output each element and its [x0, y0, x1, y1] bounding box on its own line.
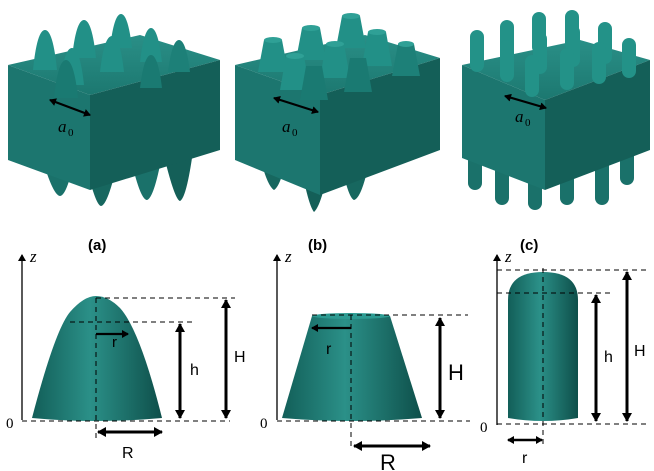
lattice-sub-a: 0 [68, 127, 74, 139]
label-h-a: h [190, 362, 199, 379]
label-R-b: R [380, 450, 396, 471]
axis-z-a: z [29, 247, 37, 266]
lattice-sub-b: 0 [292, 127, 298, 139]
lattice-label-c: a [515, 107, 524, 126]
origin-c: 0 [480, 420, 488, 436]
origin-b: 0 [260, 416, 268, 432]
axis-z-b: z [284, 247, 292, 266]
lattice-label-b: a [282, 117, 291, 136]
axis-z-c: z [504, 247, 512, 266]
panel-c-profile: (c) z 0 h H r [480, 237, 650, 467]
lattice-label-a: a [58, 117, 67, 136]
label-r-b: r [326, 341, 332, 358]
panel-tag-b: (b) [308, 237, 327, 254]
label-H-c: H [634, 343, 646, 360]
block-b-truncated-conical: a 0 [235, 13, 440, 212]
panel-tag-a: (a) [88, 237, 106, 254]
label-r-a: r [112, 334, 117, 351]
label-r-c: r [522, 450, 528, 467]
block-a-conical: a 0 [8, 14, 220, 206]
label-h-c: h [604, 349, 613, 366]
panel-b-profile: (b) z 0 r H R [260, 237, 470, 471]
lattice-sub-c: 0 [525, 117, 531, 129]
label-H-b: H [448, 360, 464, 385]
panel-tag-c: (c) [520, 237, 538, 254]
label-R-a: R [122, 445, 134, 462]
label-H-a: H [234, 349, 246, 366]
origin-a: 0 [6, 416, 14, 432]
block-c-cylindrical: a 0 [462, 10, 650, 210]
panel-a-profile: (a) z 0 r h H R [6, 237, 246, 462]
